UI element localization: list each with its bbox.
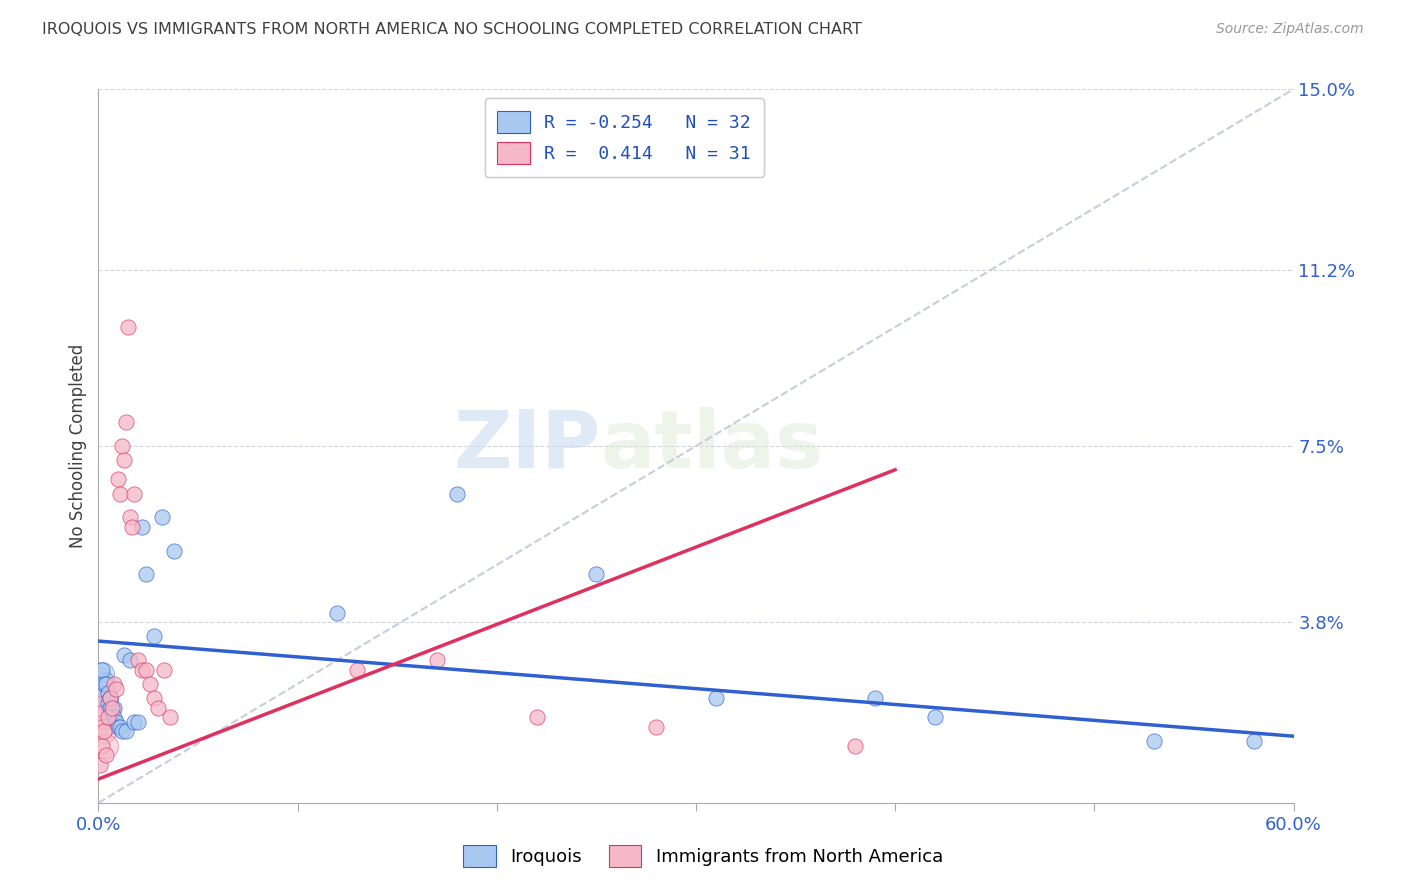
Point	[101, 706, 124, 720]
Point	[153, 663, 176, 677]
Point	[446, 486, 468, 500]
Point	[96, 677, 118, 691]
Y-axis label: No Schooling Completed: No Schooling Completed	[69, 344, 87, 548]
Point	[93, 724, 115, 739]
Point	[124, 714, 146, 729]
Point	[844, 739, 866, 753]
Point	[89, 691, 111, 706]
Point	[115, 415, 138, 429]
Point	[107, 472, 129, 486]
Point	[110, 486, 132, 500]
Point	[131, 520, 153, 534]
Point	[93, 710, 115, 724]
Point	[115, 724, 138, 739]
Point	[131, 663, 153, 677]
Point	[346, 663, 368, 677]
Point	[143, 691, 166, 706]
Point	[143, 629, 166, 643]
Point	[96, 700, 118, 714]
Point	[93, 677, 115, 691]
Point	[93, 677, 115, 691]
Point	[120, 653, 142, 667]
Point	[111, 439, 134, 453]
Point	[112, 648, 135, 663]
Point	[89, 672, 111, 686]
Text: ZIP: ZIP	[453, 407, 600, 485]
Point	[91, 720, 114, 734]
Point	[97, 710, 120, 724]
Point	[97, 686, 120, 700]
Point	[105, 681, 128, 696]
Text: IROQUOIS VS IMMIGRANTS FROM NORTH AMERICA NO SCHOOLING COMPLETED CORRELATION CHA: IROQUOIS VS IMMIGRANTS FROM NORTH AMERIC…	[42, 22, 862, 37]
Point	[117, 320, 139, 334]
Point	[89, 681, 111, 696]
Point	[1243, 734, 1265, 748]
Point	[645, 720, 668, 734]
Point	[159, 710, 181, 724]
Point	[97, 696, 120, 710]
Point	[127, 653, 149, 667]
Point	[924, 710, 946, 724]
Point	[135, 663, 157, 677]
Point	[96, 691, 118, 706]
Point	[139, 677, 162, 691]
Text: Source: ZipAtlas.com: Source: ZipAtlas.com	[1216, 22, 1364, 37]
Point	[103, 700, 125, 714]
Point	[107, 720, 129, 734]
Point	[89, 757, 111, 772]
Point	[101, 700, 124, 714]
Text: atlas: atlas	[600, 407, 824, 485]
Point	[100, 691, 122, 706]
Point	[93, 686, 115, 700]
Point	[120, 510, 142, 524]
Point	[150, 510, 173, 524]
Point	[121, 520, 143, 534]
Point	[91, 663, 114, 677]
Point	[426, 653, 449, 667]
Point	[96, 739, 118, 753]
Point	[127, 714, 149, 729]
Point	[112, 453, 135, 467]
Point	[100, 700, 122, 714]
Legend: R = -0.254   N = 32, R =  0.414   N = 31: R = -0.254 N = 32, R = 0.414 N = 31	[485, 98, 763, 177]
Point	[91, 700, 114, 714]
Point	[526, 710, 548, 724]
Point	[91, 691, 114, 706]
Point	[105, 714, 128, 729]
Point	[163, 543, 186, 558]
Point	[96, 748, 118, 763]
Point	[111, 724, 134, 739]
Point	[91, 667, 114, 681]
Point	[103, 677, 125, 691]
Point	[110, 720, 132, 734]
Point	[1143, 734, 1166, 748]
Point	[89, 710, 111, 724]
Point	[863, 691, 887, 706]
Point	[100, 691, 122, 706]
Point	[93, 724, 115, 739]
Point	[124, 486, 146, 500]
Point	[135, 567, 157, 582]
Point	[326, 606, 349, 620]
Point	[148, 700, 170, 714]
Point	[704, 691, 727, 706]
Point	[585, 567, 607, 582]
Point	[91, 739, 114, 753]
Point	[103, 710, 125, 724]
Legend: Iroquois, Immigrants from North America: Iroquois, Immigrants from North America	[456, 838, 950, 874]
